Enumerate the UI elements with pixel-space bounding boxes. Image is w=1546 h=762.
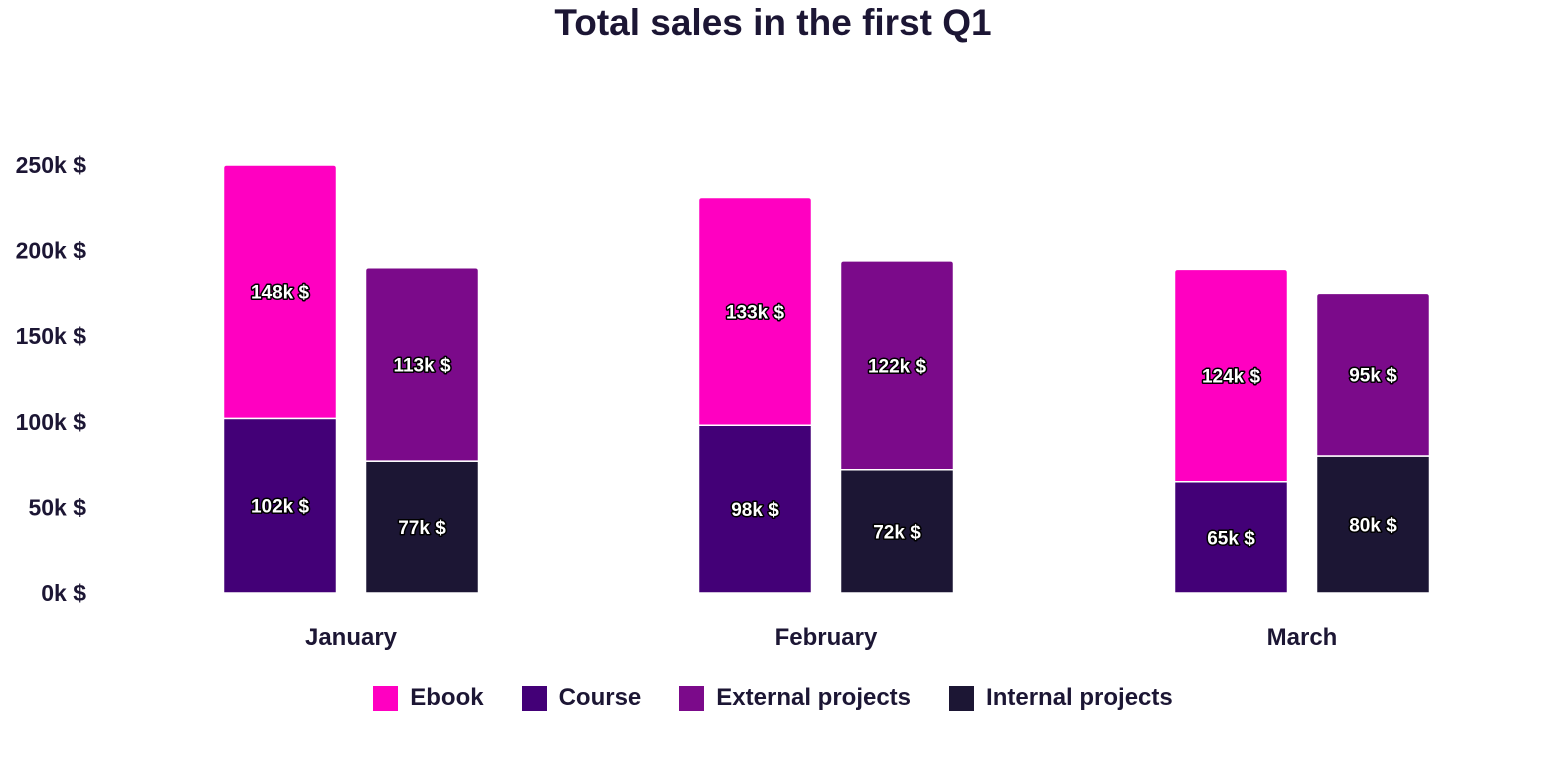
legend-item[interactable]: Ebook [373, 684, 484, 712]
legend: Ebook Course External projects Internal pro… [0, 684, 1546, 712]
bar-segment-internal-projects [839, 468, 955, 594]
legend-swatch [679, 685, 705, 711]
x-tick-label: February [775, 624, 878, 651]
legend-label: Internal projects [986, 684, 1173, 711]
legend-label: Ebook [410, 684, 484, 711]
data-label: 80k $ [1349, 516, 1397, 537]
legend-swatch [949, 685, 975, 711]
y-tick-label: 200k $ [16, 238, 87, 264]
data-label: 122k $ [868, 356, 927, 377]
bar-segment-external-projects [364, 266, 480, 462]
bar-segment-internal-projects [1315, 455, 1431, 594]
data-label: 124k $ [1202, 367, 1261, 388]
y-tick-label: 50k $ [28, 494, 86, 520]
y-tick-label: 100k $ [16, 409, 87, 435]
legend-swatch [521, 685, 547, 711]
bar-segment-course [1173, 480, 1289, 594]
data-label: 102k $ [251, 497, 310, 518]
bar-segment-course [697, 424, 813, 594]
bar-segment-external-projects [839, 260, 955, 471]
legend-item[interactable]: External projects [679, 684, 911, 712]
bar-segment-ebook [1173, 268, 1289, 483]
data-label: 72k $ [873, 522, 921, 543]
y-axis: 0k $ 50k $ 100k $ 150k $ 200k $ 250k $ [16, 152, 87, 606]
chart-title: Total sales in the first Q1 [554, 2, 992, 43]
data-label: 133k $ [726, 302, 785, 323]
bar-segment-internal-projects [364, 460, 480, 594]
data-label: 95k $ [1349, 366, 1397, 387]
data-labels: 77k $ 113k $ 102k $ 148k $ 72k $ 122k $ 98k $ 1… [249, 281, 1398, 551]
legend-swatch [373, 685, 399, 711]
bar-segment-ebook [222, 164, 338, 420]
data-label: 98k $ [731, 500, 779, 521]
y-tick-label: 250k $ [16, 152, 87, 178]
bars [222, 164, 1431, 594]
legend-label: Course [558, 684, 642, 711]
y-tick-label: 150k $ [16, 323, 87, 349]
data-label: 65k $ [1207, 528, 1255, 549]
legend-item[interactable]: Course [521, 684, 642, 712]
data-label: 148k $ [251, 283, 310, 304]
x-tick-label: March [1267, 624, 1338, 651]
y-tick-label: 0k $ [41, 580, 86, 606]
x-axis: January February March [305, 624, 1337, 651]
data-label: 77k $ [398, 518, 446, 539]
legend-item[interactable]: Internal projects [949, 684, 1173, 712]
bar-segment-ebook [697, 196, 813, 426]
data-label: 113k $ [393, 355, 450, 376]
bar-segment-external-projects [1315, 292, 1431, 457]
legend-label: External projects [716, 684, 912, 711]
x-tick-label: January [305, 624, 398, 651]
